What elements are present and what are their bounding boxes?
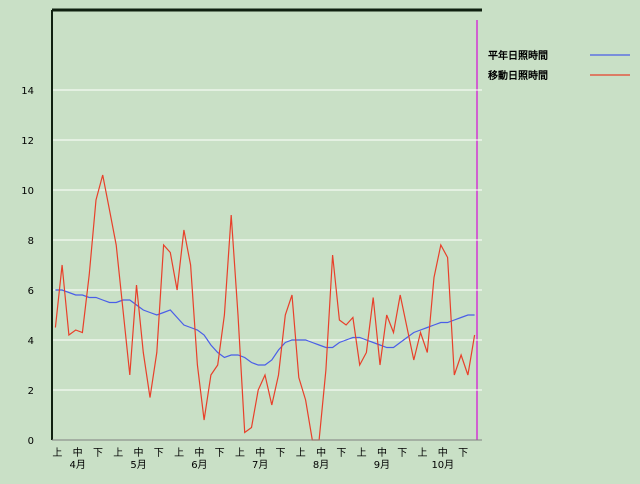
- x-tick-label: 上: [174, 447, 184, 459]
- y-tick-label: 8: [28, 236, 34, 247]
- legend-label: 移動日照時間: [488, 69, 548, 82]
- x-tick-label: 中: [377, 446, 387, 459]
- y-tick-label: 0: [28, 436, 34, 447]
- x-tick-label: 中: [134, 446, 144, 459]
- month-label: 4月: [69, 459, 85, 471]
- x-tick-label: 下: [397, 448, 407, 459]
- x-tick-label: 下: [215, 448, 225, 459]
- month-label: 7月: [252, 459, 268, 471]
- y-tick-label: 4: [28, 336, 34, 347]
- x-tick-label: 上: [235, 447, 245, 459]
- x-tick-label: 中: [73, 446, 83, 459]
- x-tick-label: 上: [296, 447, 306, 459]
- month-label: 10月: [431, 459, 454, 471]
- x-tick-label: 中: [438, 446, 448, 459]
- y-tick-label: 10: [21, 186, 34, 197]
- x-tick-label: 下: [93, 448, 103, 459]
- x-tick-label: 下: [276, 448, 286, 459]
- x-tick-label: 上: [52, 447, 62, 459]
- month-label: 8月: [313, 459, 329, 471]
- y-tick-label: 6: [28, 286, 34, 297]
- x-tick-label: 下: [154, 448, 164, 459]
- y-tick-label: 14: [21, 86, 34, 97]
- legend-label: 平年日照時間: [488, 49, 548, 62]
- y-tick-label: 12: [21, 136, 34, 147]
- month-label: 5月: [130, 459, 146, 471]
- x-tick-label: 上: [113, 447, 123, 459]
- x-tick-label: 上: [357, 447, 367, 459]
- x-tick-label: 下: [336, 448, 346, 459]
- y-tick-label: 2: [28, 386, 34, 397]
- x-tick-label: 上: [418, 447, 428, 459]
- series-line: [55, 289, 475, 366]
- x-tick-label: 中: [255, 446, 265, 459]
- x-tick-label: 中: [194, 446, 204, 459]
- month-label: 6月: [191, 459, 207, 471]
- x-tick-label: 中: [316, 446, 326, 459]
- series-line: [54, 174, 476, 441]
- x-tick-label: 下: [458, 448, 468, 459]
- month-label: 9月: [374, 459, 390, 471]
